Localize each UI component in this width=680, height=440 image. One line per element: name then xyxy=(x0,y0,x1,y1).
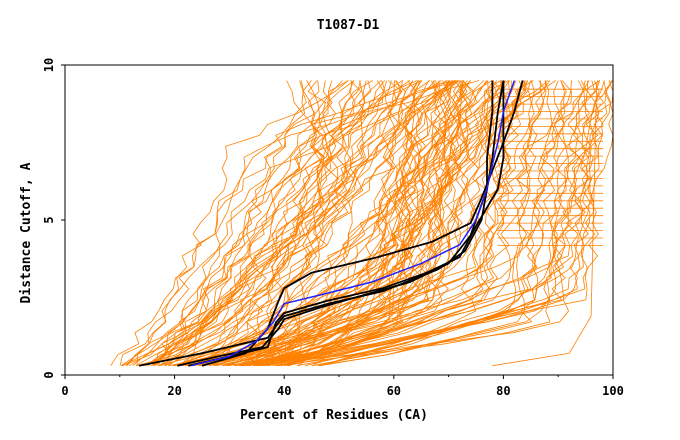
background-model-curve xyxy=(312,80,506,367)
background-model-curve xyxy=(119,80,460,366)
background-model-curve xyxy=(160,80,312,366)
background-model-curve xyxy=(147,80,356,367)
background-model-curve xyxy=(245,80,388,366)
background-model-curve xyxy=(110,80,480,366)
background-model-curve xyxy=(173,80,441,367)
background-model-curve xyxy=(235,80,421,367)
series-line-model-b xyxy=(177,80,505,367)
background-model-curve xyxy=(261,80,452,367)
background-model-curve xyxy=(197,80,485,367)
background-model-curve xyxy=(132,80,362,367)
background-model-curve xyxy=(263,80,403,367)
background-model-curve xyxy=(263,80,551,367)
background-model-curve xyxy=(168,80,500,367)
background-model-curve xyxy=(492,83,597,367)
background-model-curve xyxy=(247,80,471,367)
series-line-model-a xyxy=(138,80,494,367)
series-line-model-c xyxy=(188,80,505,367)
x-tick-label: 40 xyxy=(277,384,291,398)
background-model-curve xyxy=(276,80,493,367)
background-model-curve xyxy=(125,80,349,366)
background-model-curve xyxy=(193,80,511,367)
background-model-curve xyxy=(282,80,497,366)
background-model-curve xyxy=(191,80,526,367)
background-model-curve xyxy=(144,80,373,367)
background-model-curve xyxy=(156,80,306,366)
x-tick-label: 20 xyxy=(167,384,181,398)
background-model-curve xyxy=(181,80,457,366)
background-model-curve xyxy=(154,80,340,367)
x-tick-label: 0 xyxy=(61,384,68,398)
background-model-curve xyxy=(284,80,411,366)
chart-title: T1087-D1 xyxy=(317,18,380,33)
background-model-curve xyxy=(230,80,517,367)
background-model-curve xyxy=(156,80,403,366)
background-model-curve xyxy=(150,80,468,367)
y-tick-label: 5 xyxy=(42,216,56,223)
x-tick-label: 60 xyxy=(387,384,401,398)
background-model-curve xyxy=(253,80,504,366)
series-line-reference xyxy=(190,80,516,367)
background-model-curve xyxy=(135,80,382,367)
background-model-curve xyxy=(151,80,422,366)
axis-ticks: 0 20 40 60 80 100 0 5 10 xyxy=(42,58,624,398)
background-model-curve xyxy=(147,80,442,367)
background-model-curve xyxy=(288,80,532,366)
background-model-curve xyxy=(280,80,527,367)
background-model-curve xyxy=(121,80,355,367)
background-model-curve xyxy=(203,80,473,367)
highlighted-model-curves xyxy=(138,80,524,367)
background-model-curve xyxy=(136,80,343,366)
background-model-curve xyxy=(166,80,349,366)
y-tick-label: 10 xyxy=(42,58,56,72)
series-line-model-d xyxy=(201,80,524,367)
background-model-curve xyxy=(248,80,448,366)
background-model-curve xyxy=(154,80,386,366)
background-model-curve xyxy=(127,80,355,366)
background-model-curve xyxy=(178,80,395,367)
background-model-curve xyxy=(153,80,458,367)
x-tick-label: 80 xyxy=(496,384,510,398)
background-model-curve xyxy=(203,80,457,367)
background-model-curve xyxy=(144,80,420,367)
background-model-curve xyxy=(254,80,501,367)
x-tick-label: 100 xyxy=(602,384,624,398)
background-model-curve xyxy=(164,80,436,367)
background-model-curve xyxy=(129,80,453,367)
background-model-curve xyxy=(145,80,333,367)
background-model-curve xyxy=(195,80,392,367)
background-model-curve xyxy=(121,80,326,367)
x-axis-label: Percent of Residues (CA) xyxy=(240,408,428,423)
background-model-curve xyxy=(120,80,460,367)
y-tick-label: 0 xyxy=(42,371,56,378)
background-model-curve xyxy=(233,80,431,367)
background-model-curve xyxy=(256,80,504,367)
y-axis-label: Distance Cutoff, A xyxy=(19,162,34,303)
background-model-curve xyxy=(182,80,493,367)
background-model-curve xyxy=(230,80,489,367)
background-model-curves xyxy=(110,80,614,367)
